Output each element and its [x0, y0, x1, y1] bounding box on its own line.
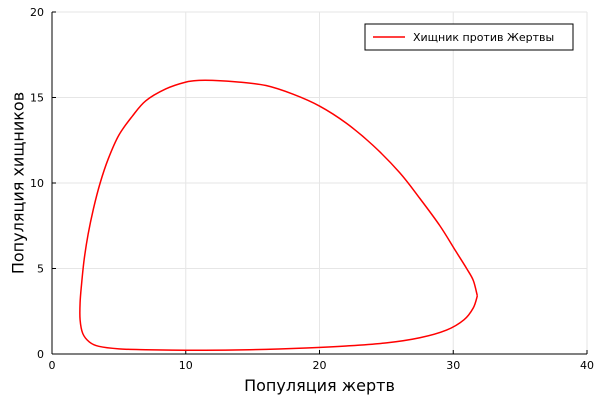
x-axis-title: Популяция жертв — [244, 376, 395, 395]
series-layer — [79, 79, 479, 352]
y-tick-label: 5 — [37, 263, 44, 276]
legend-label: Хищник против Жертвы — [413, 31, 554, 44]
y-tick-label: 10 — [30, 177, 44, 190]
series-line-0 — [79, 79, 479, 352]
x-tick-label: 40 — [580, 359, 594, 372]
x-tick-label: 20 — [313, 359, 327, 372]
axes: 0 10 20 30 40 0 5 10 15 20 — [30, 6, 594, 372]
legend: Хищник против Жертвы — [364, 23, 574, 51]
grid — [51, 11, 588, 355]
y-tick-label: 0 — [37, 348, 44, 361]
x-tick-label: 30 — [446, 359, 460, 372]
x-tick-label: 10 — [179, 359, 193, 372]
y-tick-label: 15 — [30, 92, 44, 105]
x-tick-label: 0 — [49, 359, 56, 372]
y-tick-label: 20 — [30, 6, 44, 19]
y-axis-title: Популяция хищников — [9, 92, 28, 274]
